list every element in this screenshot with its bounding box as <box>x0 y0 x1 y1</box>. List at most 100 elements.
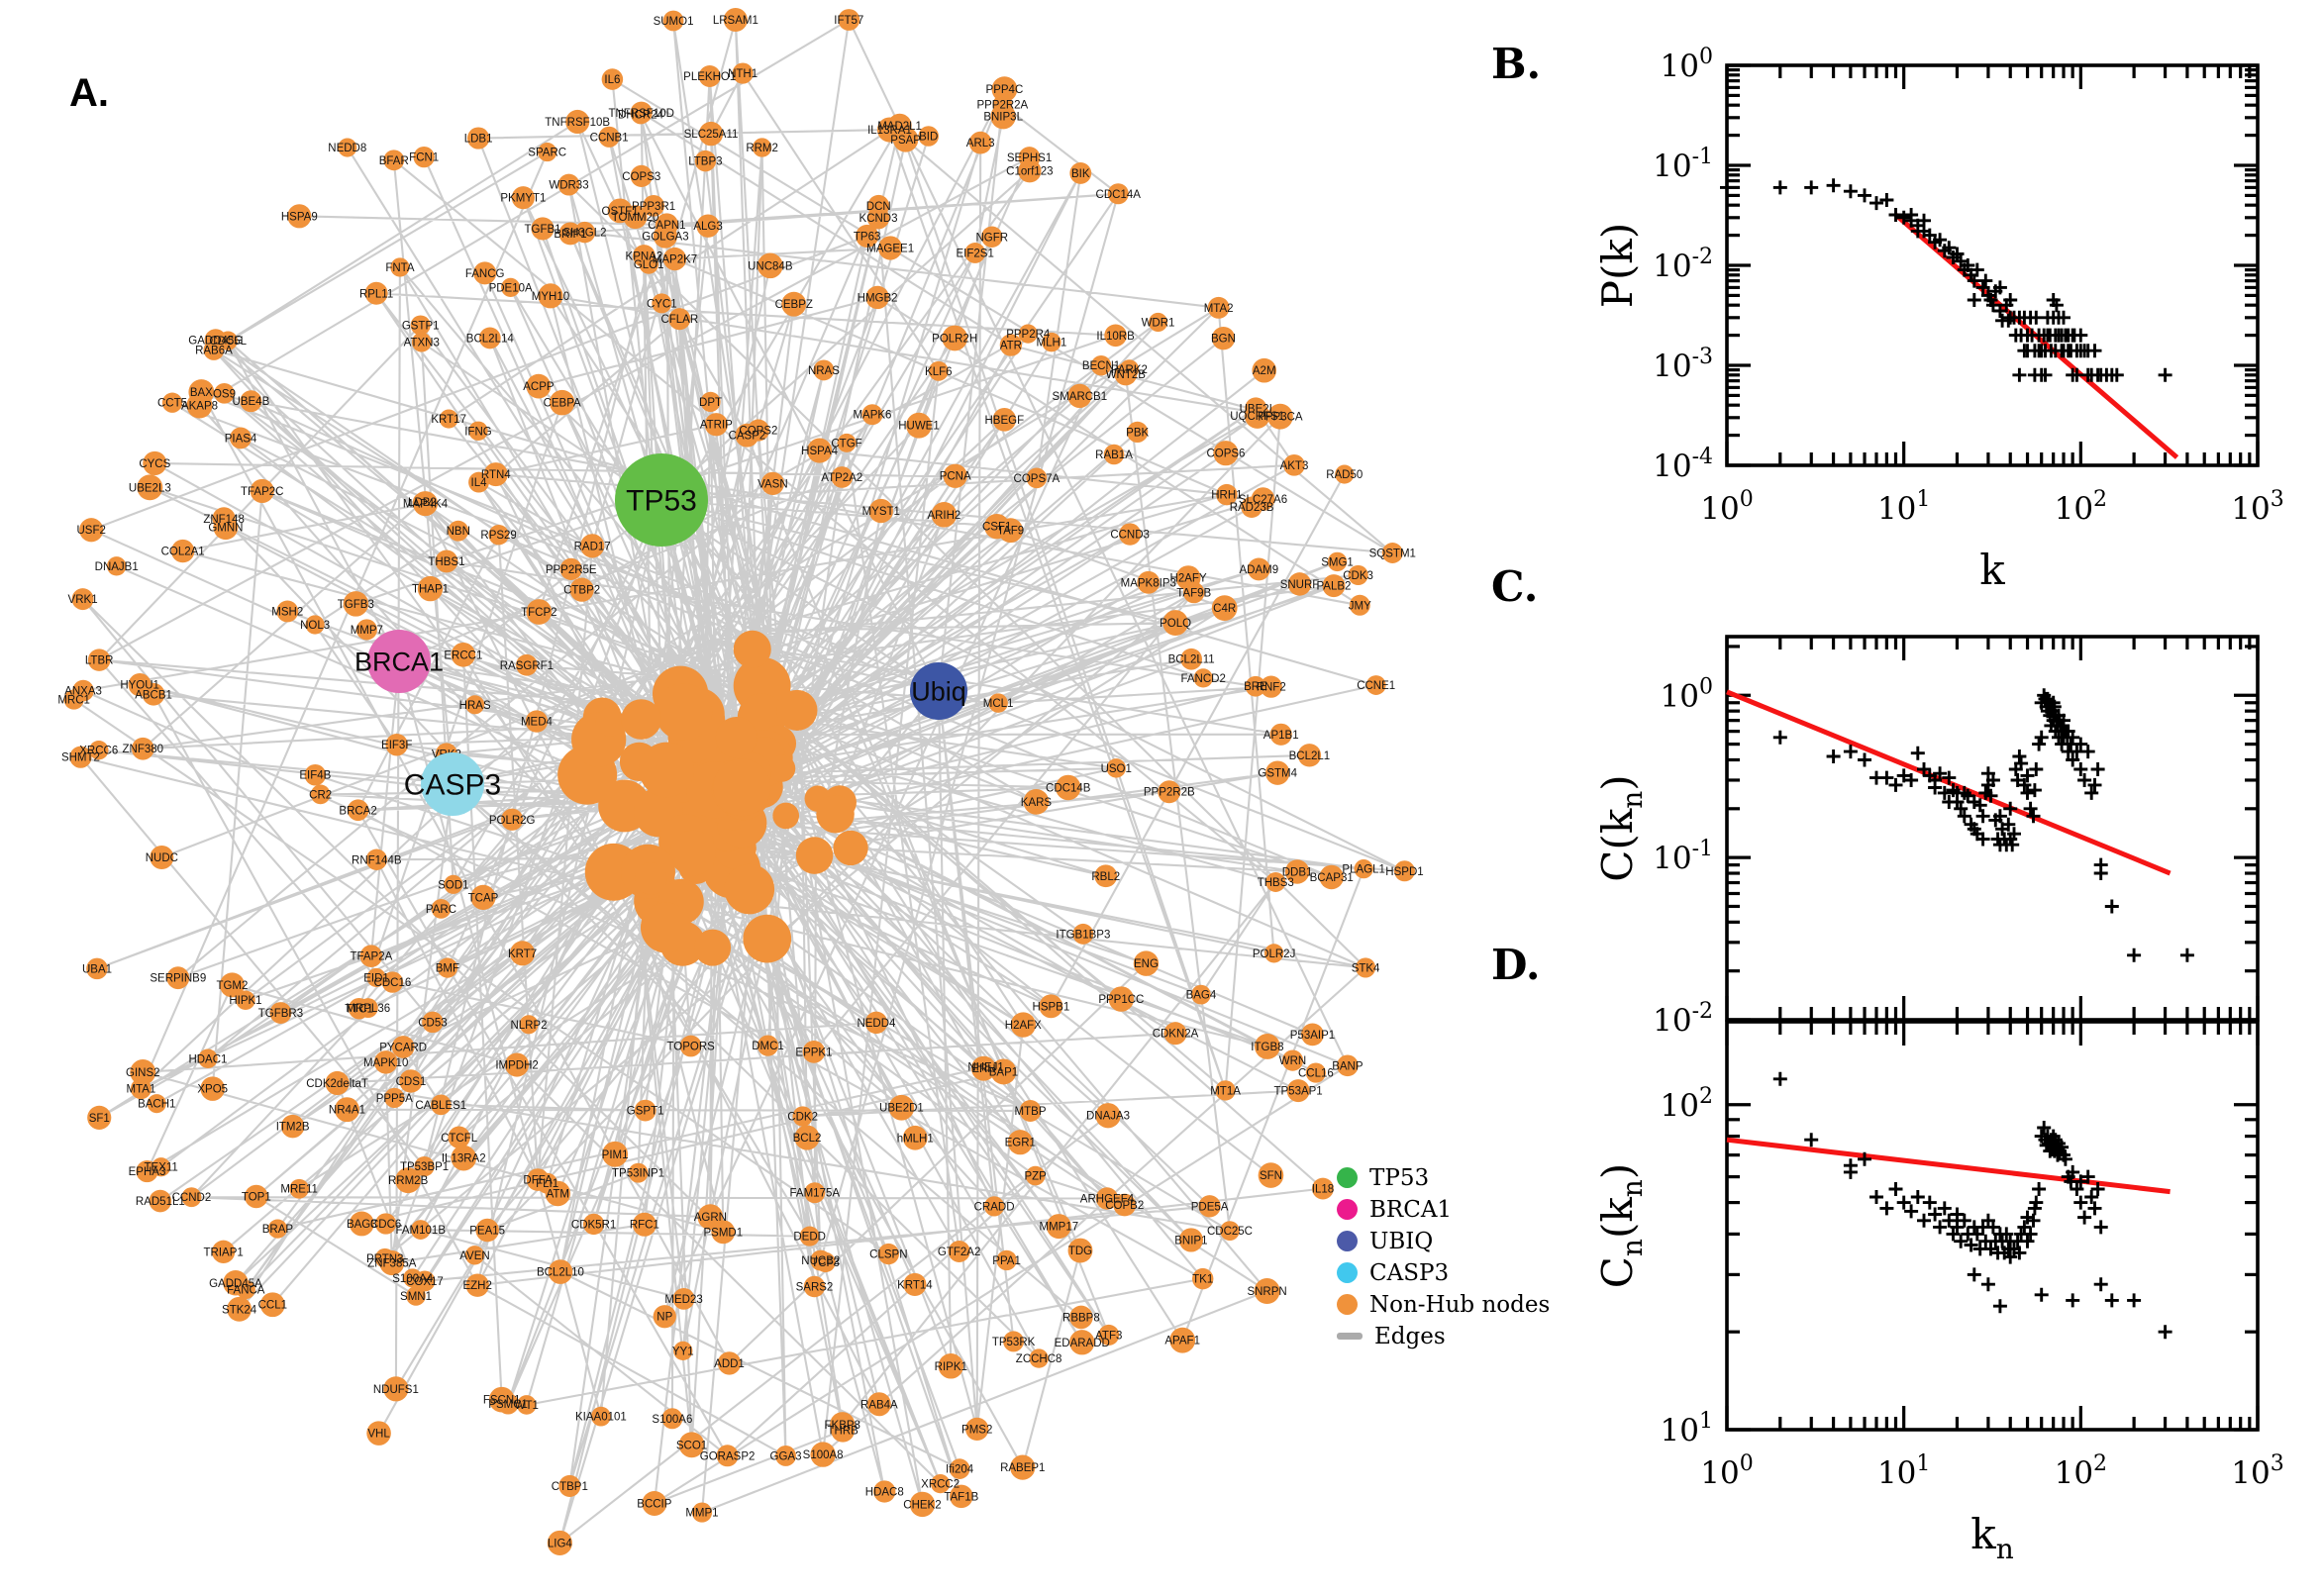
node-label: PBK <box>1126 427 1149 439</box>
node-label: CAPN1 <box>648 220 685 232</box>
node-label: CCNB1 <box>590 132 629 144</box>
node-label: PPP5A <box>376 1093 413 1105</box>
non-hub-node <box>1137 570 1161 594</box>
node-label: PKMYT1 <box>500 193 546 205</box>
node-label: BFAR <box>379 155 409 167</box>
non-hub-node <box>414 1156 435 1177</box>
node-label: RAD51L1 <box>136 1196 185 1208</box>
non-hub-node <box>878 236 903 260</box>
degree-distribution-plot: 100 101 102 103 10-4 10-3 10-2 10-1 100 k P(k) <box>1594 45 2284 594</box>
node-label: STK24 <box>222 1304 257 1316</box>
node-label: TCAP <box>468 892 499 904</box>
non-hub-node <box>1010 1012 1037 1038</box>
node-label: RPS29 <box>480 530 516 542</box>
node-label: PPP2R4 <box>1006 329 1051 341</box>
node-label: MTBP <box>1015 1106 1047 1118</box>
non-hub-node <box>383 1376 409 1402</box>
node-label: VASN <box>758 478 787 490</box>
node-label: IL10RB <box>1096 331 1135 343</box>
tick-label: 10-1 <box>1653 837 1713 876</box>
non-hub-node <box>200 1076 225 1101</box>
non-hub-node <box>1169 1327 1196 1353</box>
non-hub-node <box>1247 557 1270 581</box>
node-label: CSF1 <box>982 522 1011 534</box>
node-label: MMP7 <box>351 625 383 637</box>
node-label: ATP2A2 <box>821 472 862 484</box>
node-label: CHEK2 <box>903 1499 941 1511</box>
node-label: AVEN <box>459 1250 489 1262</box>
tick-label: 10-2 <box>1653 999 1713 1039</box>
non-hub-node <box>79 518 104 543</box>
node-label: HRH1 <box>1211 490 1242 502</box>
node-label: FKBP8 <box>825 1420 860 1432</box>
legend-label: Edges <box>1374 1323 1446 1349</box>
node-label: RRM2B <box>388 1175 429 1187</box>
non-hub-node <box>417 575 444 602</box>
y-axis-title: P(k) <box>1594 223 1642 308</box>
node-label: IL6 <box>604 74 620 86</box>
node-label: ABCB1 <box>135 689 172 701</box>
non-hub-node <box>653 1305 676 1329</box>
node-label: EPHA3 <box>129 1166 166 1178</box>
node-label: GADD45A <box>209 1278 262 1290</box>
panel-b-label: B. <box>1491 40 1542 88</box>
node-label: NDUFS1 <box>373 1384 419 1396</box>
node-label: FAM175A <box>790 1188 841 1200</box>
node-label: RAD50 <box>1326 469 1363 481</box>
hub-label-ubiq: Ubiq <box>911 676 966 706</box>
node-label: TFAP2A <box>350 951 392 963</box>
node-label: EIF3F <box>381 740 412 751</box>
node-label: ATXN3 <box>404 338 440 349</box>
node-label: UNC84B <box>748 260 793 272</box>
non-hub-node <box>71 588 94 611</box>
non-hub-node <box>991 76 1018 103</box>
node-label: UBE2D1 <box>879 1103 924 1115</box>
node-label: NGFR <box>975 232 1008 244</box>
y-axis-title: Cn(kn) <box>1594 1163 1649 1288</box>
non-hub-node <box>992 94 1013 115</box>
non-hub-node <box>598 126 620 148</box>
node-label: USF2 <box>76 525 105 537</box>
ubiq-node-icon <box>1337 1231 1358 1251</box>
node-label: GSTM4 <box>1258 768 1297 780</box>
non-hub-node <box>866 207 890 230</box>
non-hub-node <box>359 945 383 967</box>
non-hub-node <box>938 1353 964 1379</box>
node-label: WDR1 <box>1142 317 1175 329</box>
non-hub-node <box>69 746 92 768</box>
non-hub-node <box>810 1442 836 1467</box>
node-label: PDE5A <box>1191 1201 1229 1213</box>
node-label: SERPINB9 <box>150 973 206 985</box>
node-label: PRTN3 <box>366 1253 404 1265</box>
node-label: SCO1 <box>676 1440 707 1451</box>
non-hub-node <box>601 68 624 90</box>
node-label: BRE <box>1244 681 1267 693</box>
node-label: PPP2R5E <box>546 564 597 576</box>
non-hub-node <box>1269 723 1292 746</box>
non-hub-node <box>170 539 195 563</box>
fit-line <box>1726 1137 2171 1195</box>
node-label: HMGB2 <box>858 292 898 304</box>
node-label: KRT17 <box>431 414 466 426</box>
node-label: MAPK6 <box>853 410 891 422</box>
non-hub-node <box>700 391 721 413</box>
tick-label: 103 <box>2231 1451 2283 1491</box>
node-label: TOPORS <box>666 1042 715 1053</box>
node-label: CEBPZ <box>775 299 813 311</box>
node-label: THBS1 <box>428 556 464 568</box>
node-label: COL2A1 <box>161 547 205 558</box>
node-label: ANXA3 <box>64 686 102 698</box>
non-hub-node <box>698 65 721 88</box>
non-hub-node <box>661 1408 683 1430</box>
non-hub-node <box>1018 147 1041 169</box>
node-label: WRN <box>1279 1055 1306 1067</box>
node-label: EZH2 <box>462 1280 491 1292</box>
non-hub-node <box>902 1125 928 1150</box>
non-hub-node <box>868 498 893 524</box>
non-hub-node <box>1127 421 1149 444</box>
non-hub-node <box>838 9 860 31</box>
node-label: HDAC1 <box>188 1053 227 1065</box>
tick-label: 100 <box>1661 45 1713 84</box>
node-label: MAPK8IP3 <box>1121 577 1176 589</box>
